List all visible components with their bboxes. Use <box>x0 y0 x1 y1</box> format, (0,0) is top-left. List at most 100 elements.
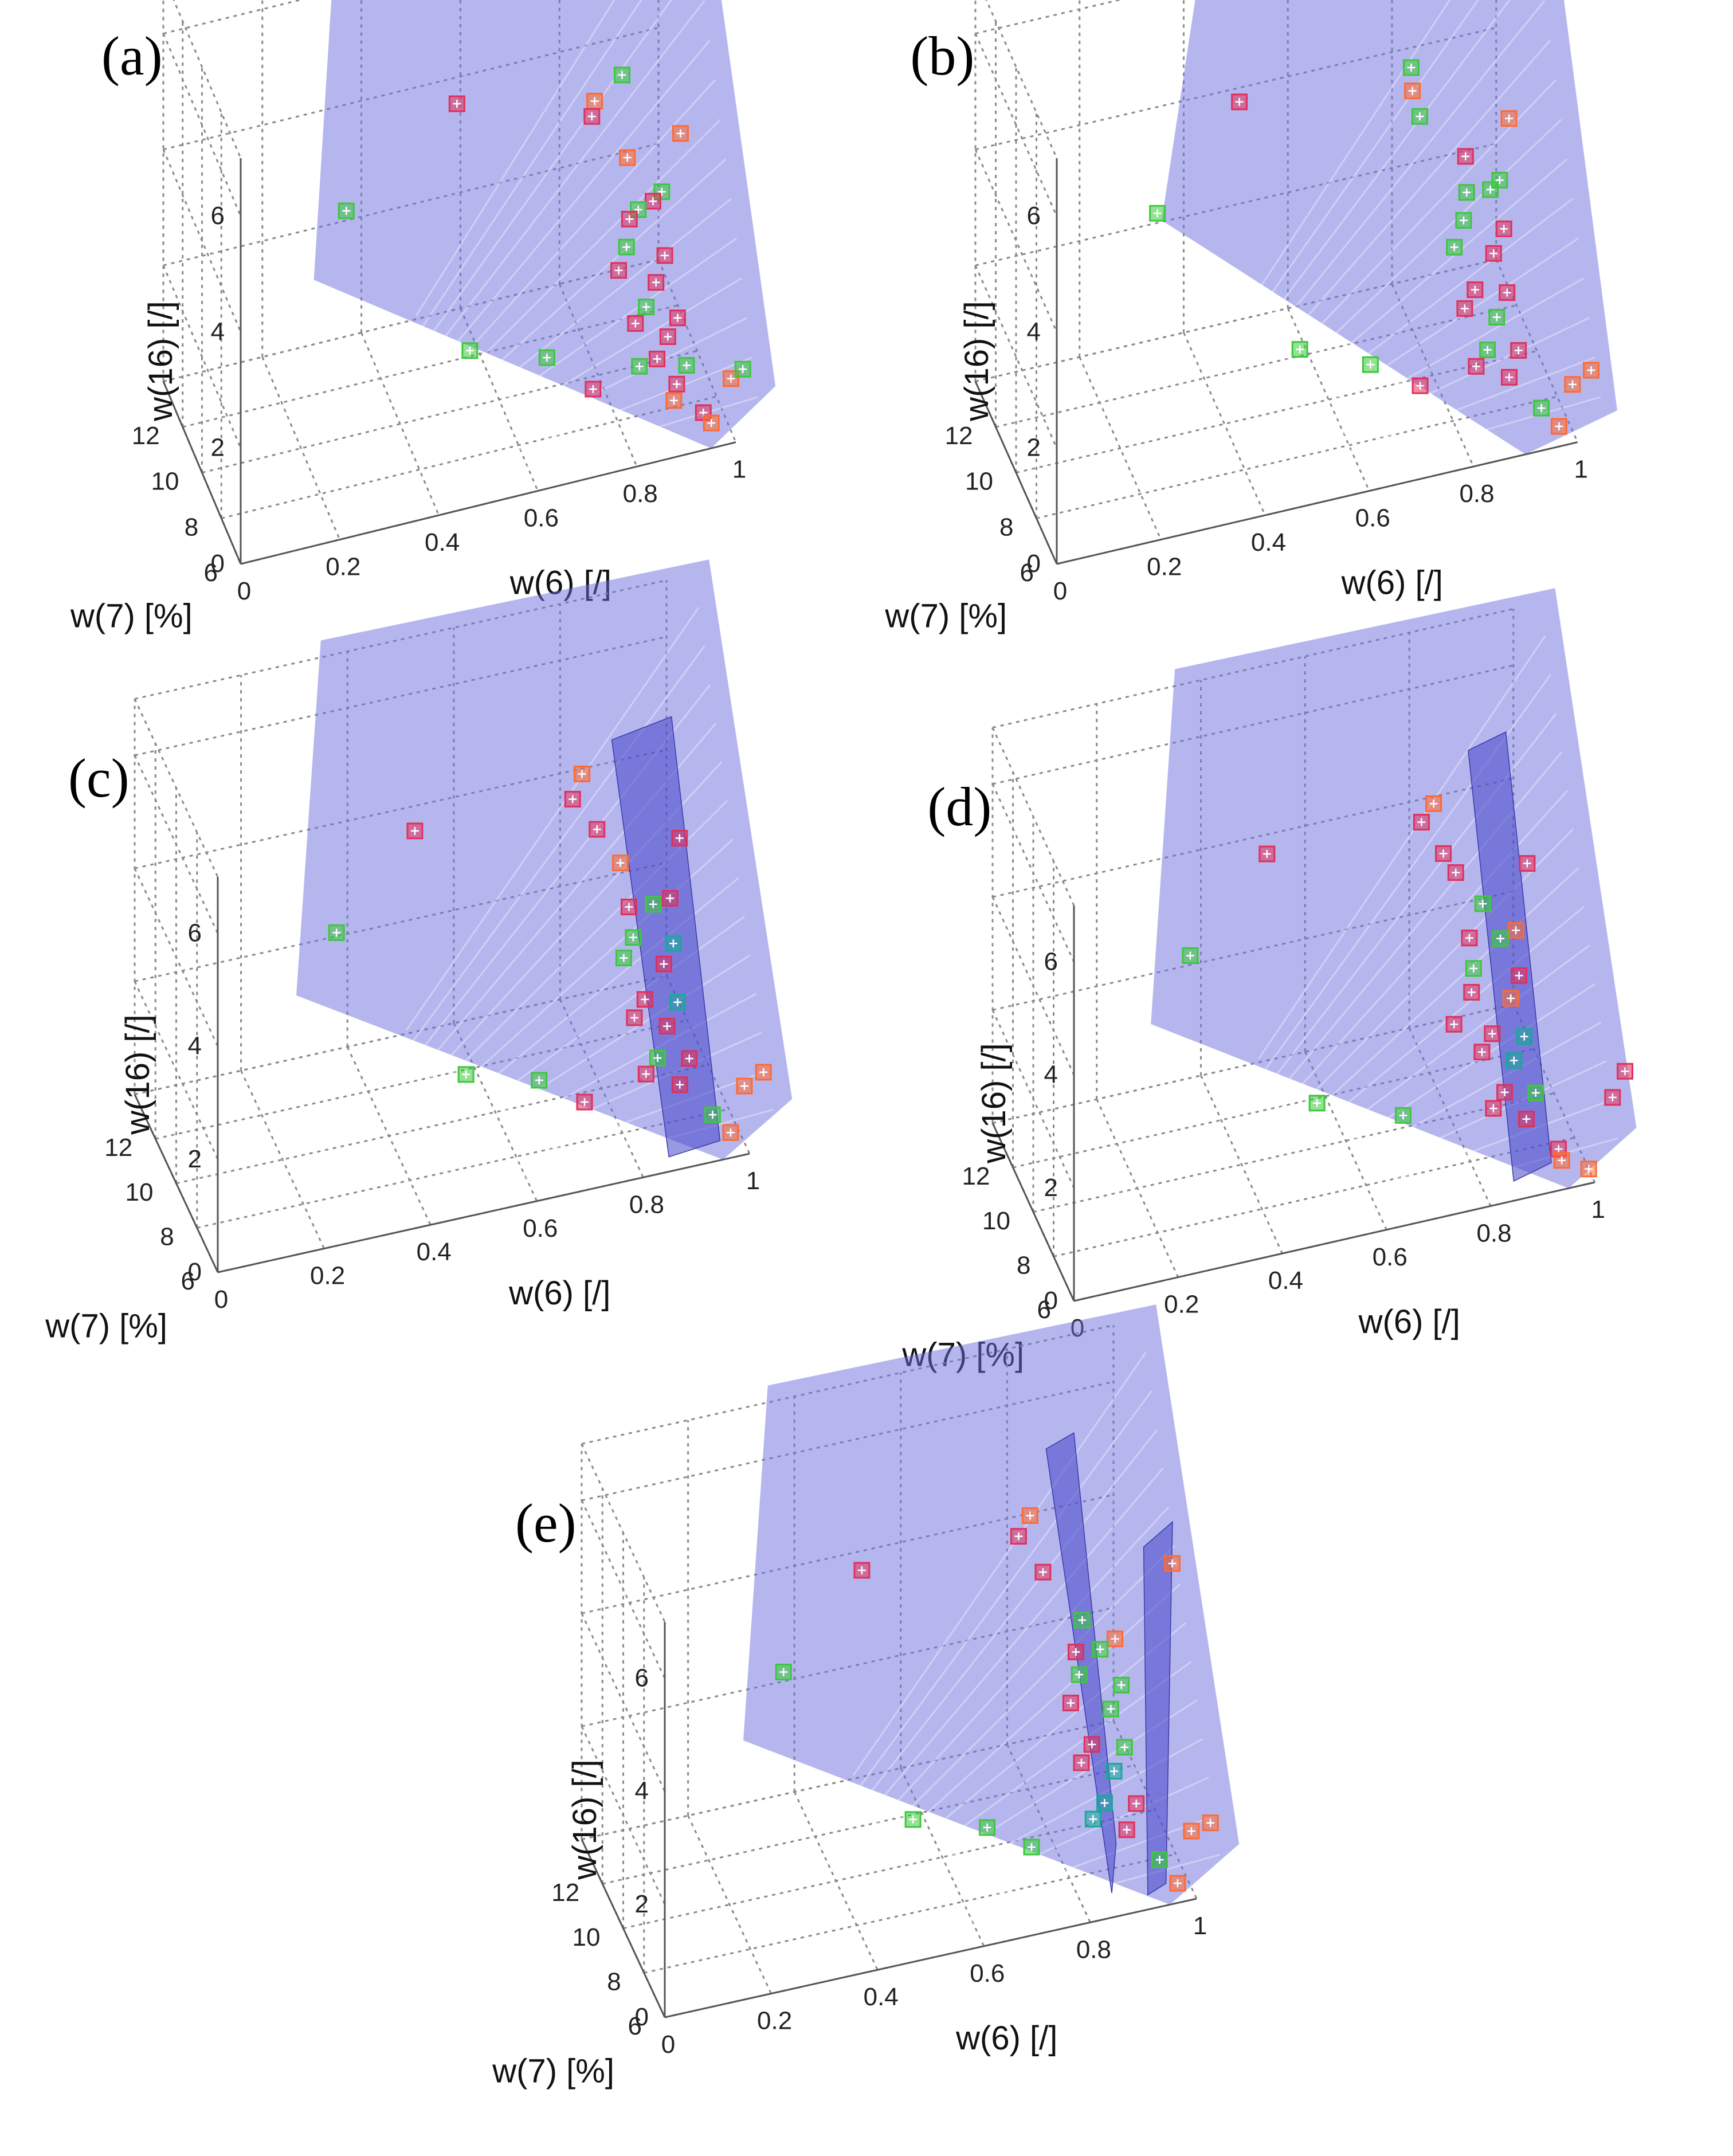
y-tick-label: 1 <box>1574 456 1588 484</box>
y-tick-label: 0.4 <box>425 528 460 556</box>
data-point <box>1485 245 1502 262</box>
y-tick-label: 0.2 <box>326 553 360 581</box>
data-point <box>461 342 479 359</box>
plane-surface <box>743 1304 1240 1905</box>
data-point <box>1501 369 1518 386</box>
data-point <box>1510 342 1527 359</box>
data-point <box>1151 1851 1168 1868</box>
y-tick-label: 1 <box>732 456 746 484</box>
y-tick-label: 0.8 <box>1459 480 1494 508</box>
z-tick-label: 0 <box>188 1258 202 1286</box>
data-point <box>1010 1528 1027 1545</box>
data-point <box>1073 1754 1090 1771</box>
data-point <box>1128 1795 1145 1812</box>
data-point <box>658 1018 676 1035</box>
data-point <box>1533 399 1550 417</box>
data-points <box>1182 795 1634 1178</box>
data-points <box>775 1507 1219 1892</box>
data-point <box>1231 93 1248 111</box>
z-axis-label: w(16) [/] <box>975 1043 1013 1164</box>
data-point <box>1023 1839 1040 1856</box>
data-point <box>631 358 648 375</box>
z-tick-label: 6 <box>1044 948 1058 976</box>
y-tick-label: 0.2 <box>1147 553 1182 581</box>
y-axis-label: w(6) [/] <box>508 1275 610 1312</box>
data-point <box>661 889 679 907</box>
data-point <box>610 262 628 279</box>
data-point <box>1484 1025 1501 1042</box>
y-tick-label: 0.2 <box>310 1262 345 1290</box>
data-point <box>904 1811 922 1828</box>
data-point <box>659 328 676 345</box>
x-tick-label: 6 <box>1020 559 1034 587</box>
data-point <box>1308 1095 1326 1112</box>
y-tick-label: 0.8 <box>1076 1935 1111 1963</box>
data-point <box>1034 1563 1052 1581</box>
y-tick-label: 0.2 <box>1164 1291 1199 1319</box>
data-point <box>1071 1666 1088 1683</box>
data-point <box>637 1065 654 1083</box>
data-point <box>655 955 672 973</box>
surface-mesh <box>1257 635 1618 1219</box>
data-point <box>644 193 661 210</box>
x-tick-label: 10 <box>982 1207 1010 1235</box>
surface-mesh <box>415 0 758 480</box>
panel-label: (a) <box>101 25 163 87</box>
data-point <box>671 830 688 847</box>
data-point <box>1183 1822 1200 1840</box>
data-point <box>1495 220 1512 237</box>
data-point <box>630 201 647 218</box>
data-point <box>649 1049 666 1067</box>
data-point <box>775 1664 792 1681</box>
data-point <box>1413 814 1430 831</box>
data-point <box>1468 358 1485 375</box>
data-point <box>1485 1100 1502 1117</box>
data-point <box>1482 181 1499 198</box>
x-axis-label: w(7) [%] <box>70 598 193 635</box>
panel-label: (e) <box>515 1492 577 1554</box>
data-point <box>1604 1089 1621 1106</box>
x-tick-label: 8 <box>999 513 1013 541</box>
z-tick-label: 2 <box>211 434 225 462</box>
data-point <box>1411 108 1428 125</box>
data-point <box>1362 356 1379 373</box>
y-tick-label: 0 <box>237 577 251 605</box>
data-point <box>672 125 689 142</box>
data-point <box>1500 110 1518 127</box>
data-point <box>406 822 424 840</box>
data-point <box>678 357 695 374</box>
data-point <box>1118 1821 1135 1839</box>
data-point <box>1404 83 1421 100</box>
data-point <box>625 929 642 946</box>
decision-surfaces <box>743 1304 1240 1935</box>
y-tick-label: 0.8 <box>629 1190 664 1218</box>
z-axis-label: w(16) [/] <box>142 301 179 422</box>
data-point <box>1446 238 1463 256</box>
data-point <box>1447 864 1464 881</box>
data-point <box>586 93 603 110</box>
axis-labels: w(16) [/] w(7) [%] w(6) [/] <box>492 1759 1057 2090</box>
y-tick-label: 0.4 <box>864 1983 899 2011</box>
data-point <box>1580 1161 1597 1178</box>
data-point <box>448 95 465 112</box>
data-point <box>1096 1794 1113 1812</box>
data-point <box>1456 300 1473 317</box>
data-point <box>531 1072 548 1089</box>
data-point <box>1425 795 1442 812</box>
z-axis-label: w(16) [/] <box>119 1014 156 1135</box>
y-tick-label: 0.6 <box>1355 504 1390 532</box>
x-tick-label: 6 <box>1037 1296 1051 1324</box>
z-tick-label: 4 <box>635 1777 649 1805</box>
x-tick-label: 6 <box>628 2012 642 2040</box>
data-point <box>1435 845 1452 862</box>
data-point <box>1583 362 1600 379</box>
y-tick-label: 0 <box>661 2030 675 2059</box>
data-point <box>612 854 629 872</box>
grid-lines <box>991 608 1596 1302</box>
x-tick-label: 6 <box>204 559 218 587</box>
data-points <box>338 66 751 432</box>
data-point <box>626 1009 643 1026</box>
